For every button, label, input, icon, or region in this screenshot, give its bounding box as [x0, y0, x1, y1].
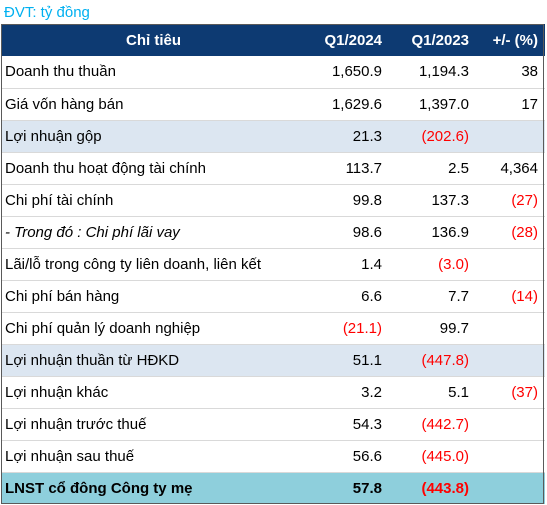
cell-q1-2024: 99.8 [306, 184, 389, 217]
table-row: Doanh thu thuần 1,650.9 1,194.3 38 [1, 56, 545, 89]
cell-q1-2023: 99.7 [389, 312, 476, 345]
cell-q1-2024: 1,629.6 [306, 88, 389, 121]
cell-q1-2023: (447.8) [389, 344, 476, 377]
cell-change-pct [476, 440, 545, 473]
cell-q1-2023: 136.9 [389, 216, 476, 249]
cell-change-pct: (28) [476, 216, 545, 249]
cell-change-pct [476, 248, 545, 281]
cell-q1-2024: 1,650.9 [306, 56, 389, 89]
cell-q1-2023: (443.8) [389, 472, 476, 504]
table-row: LNST cổ đông Công ty mẹ 57.8 (443.8) [1, 472, 545, 504]
cell-q1-2023: 1,194.3 [389, 56, 476, 89]
cell-change-pct: (37) [476, 376, 545, 409]
row-label: Lợi nhuận trước thuế [1, 408, 306, 441]
cell-change-pct [476, 120, 545, 153]
cell-change-pct: (27) [476, 184, 545, 217]
table-row: Lợi nhuận khác 3.2 5.1 (37) [1, 376, 545, 409]
table-body: Doanh thu thuần 1,650.9 1,194.3 38 Giá vốn h… [1, 56, 545, 504]
cell-q1-2024: 54.3 [306, 408, 389, 441]
row-label: Lợi nhuận khác [1, 376, 306, 409]
cell-change-pct [476, 472, 545, 504]
row-label: Chi phí quản lý doanh nghiệp [1, 312, 306, 345]
table-row: Giá vốn hàng bán 1,629.6 1,397.0 17 [1, 88, 545, 121]
cell-change-pct: 38 [476, 56, 545, 89]
row-label: Doanh thu thuần [1, 56, 306, 89]
cell-change-pct [476, 408, 545, 441]
row-label: LNST cổ đông Công ty mẹ [1, 472, 306, 504]
cell-q1-2023: (202.6) [389, 120, 476, 153]
table-row: Chi phí tài chính 99.8 137.3 (27) [1, 184, 545, 217]
table-row: Lợi nhuận sau thuế 56.6 (445.0) [1, 440, 545, 473]
cell-q1-2024: 98.6 [306, 216, 389, 249]
table-row: Lợi nhuận gộp 21.3 (202.6) [1, 120, 545, 153]
cell-q1-2023: 1,397.0 [389, 88, 476, 121]
row-label: Chi phí bán hàng [1, 280, 306, 313]
header-q1-2023: Q1/2023 [411, 31, 469, 49]
financial-table: Chỉ tiêu Q1/2024 Q1/2023 +/- (%) Doanh t… [1, 24, 545, 504]
cell-change-pct: 4,364 [476, 152, 545, 185]
table-header: Chỉ tiêu Q1/2024 Q1/2023 +/- (%) [1, 24, 545, 56]
cell-q1-2023: (3.0) [389, 248, 476, 281]
cell-q1-2024: 51.1 [306, 344, 389, 377]
table-row: Lợi nhuận thuần từ HĐKD 51.1 (447.8) [1, 344, 545, 377]
cell-q1-2023: (442.7) [389, 408, 476, 441]
header-indicator: Chỉ tiêu [126, 31, 181, 49]
row-label: Lợi nhuận thuần từ HĐKD [1, 344, 306, 377]
header-change-pct: +/- (%) [492, 31, 538, 49]
cell-q1-2024: 113.7 [306, 152, 389, 185]
unit-label: ĐVT: tỷ đồng [4, 4, 90, 21]
cell-q1-2024: 1.4 [306, 248, 389, 281]
table-row: Lợi nhuận trước thuế 54.3 (442.7) [1, 408, 545, 441]
row-label: Lợi nhuận sau thuế [1, 440, 306, 473]
row-label: Lãi/lỗ trong công ty liên doanh, liên kế… [1, 248, 306, 281]
row-label: Giá vốn hàng bán [1, 88, 306, 121]
cell-q1-2023: 7.7 [389, 280, 476, 313]
cell-change-pct [476, 312, 545, 345]
cell-q1-2024: 6.6 [306, 280, 389, 313]
cell-q1-2023: 5.1 [389, 376, 476, 409]
cell-q1-2023: (445.0) [389, 440, 476, 473]
cell-change-pct: (14) [476, 280, 545, 313]
cell-q1-2024: 21.3 [306, 120, 389, 153]
cell-change-pct: 17 [476, 88, 545, 121]
row-label: - Trong đó : Chi phí lãi vay [1, 216, 306, 249]
cell-q1-2024: 57.8 [306, 472, 389, 504]
table-row: Chi phí bán hàng 6.6 7.7 (14) [1, 280, 545, 313]
header-row: Chỉ tiêu Q1/2024 Q1/2023 +/- (%) [1, 24, 545, 56]
row-label: Doanh thu hoạt động tài chính [1, 152, 306, 185]
cell-q1-2023: 2.5 [389, 152, 476, 185]
header-q1-2024: Q1/2024 [324, 31, 382, 49]
cell-q1-2023: 137.3 [389, 184, 476, 217]
table-row: Chi phí quản lý doanh nghiệp (21.1) 99.7 [1, 312, 545, 345]
table-row: - Trong đó : Chi phí lãi vay 98.6 136.9 (28… [1, 216, 545, 249]
table-row: Lãi/lỗ trong công ty liên doanh, liên kế… [1, 248, 545, 281]
row-label: Lợi nhuận gộp [1, 120, 306, 153]
cell-q1-2024: 3.2 [306, 376, 389, 409]
cell-q1-2024: (21.1) [306, 312, 389, 345]
row-label: Chi phí tài chính [1, 184, 306, 217]
table-row: Doanh thu hoạt động tài chính 113.7 2.5 4,3… [1, 152, 545, 185]
cell-change-pct [476, 344, 545, 377]
cell-q1-2024: 56.6 [306, 440, 389, 473]
